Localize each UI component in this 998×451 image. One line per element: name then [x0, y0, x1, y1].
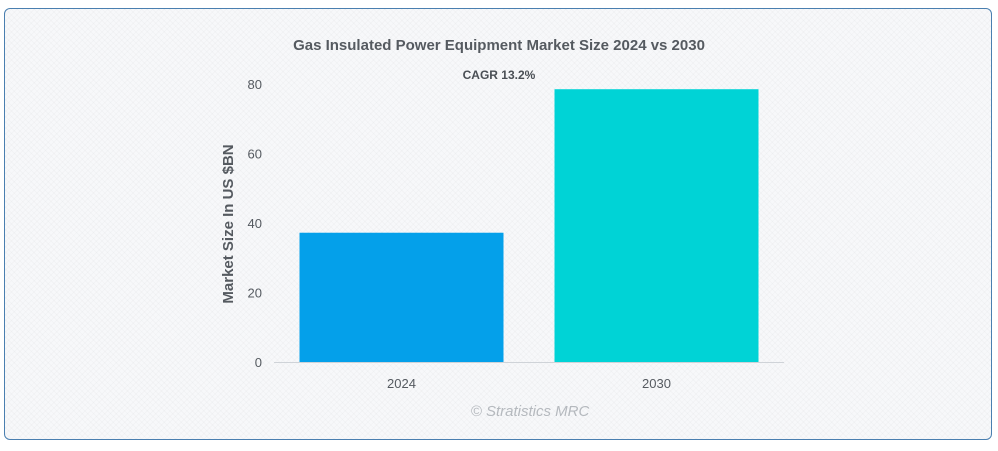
y-axis-label: Market Size In US $BN — [220, 144, 237, 303]
chart-title: Gas Insulated Power Equipment Market Siz… — [293, 37, 705, 54]
x-tick-label: 2030 — [642, 376, 671, 391]
cagr-annotation: CAGR 13.2% — [463, 68, 536, 82]
bars — [299, 89, 759, 363]
y-tick-label: 20 — [248, 286, 262, 301]
x-tick-label: 2024 — [387, 376, 416, 391]
y-tick-label: 0 — [255, 355, 262, 370]
y-tick-label: 80 — [248, 77, 262, 92]
credit-watermark: © Stratistics MRC — [471, 403, 590, 420]
y-tick-label: 40 — [248, 216, 262, 231]
chart-card — [4, 8, 992, 440]
bar-2030[interactable] — [554, 89, 759, 363]
x-axis: 2024 2030 — [274, 362, 784, 391]
y-axis: 0 20 40 60 80 — [248, 77, 262, 370]
bar-2024[interactable] — [299, 232, 504, 362]
y-tick-label: 60 — [248, 147, 262, 162]
